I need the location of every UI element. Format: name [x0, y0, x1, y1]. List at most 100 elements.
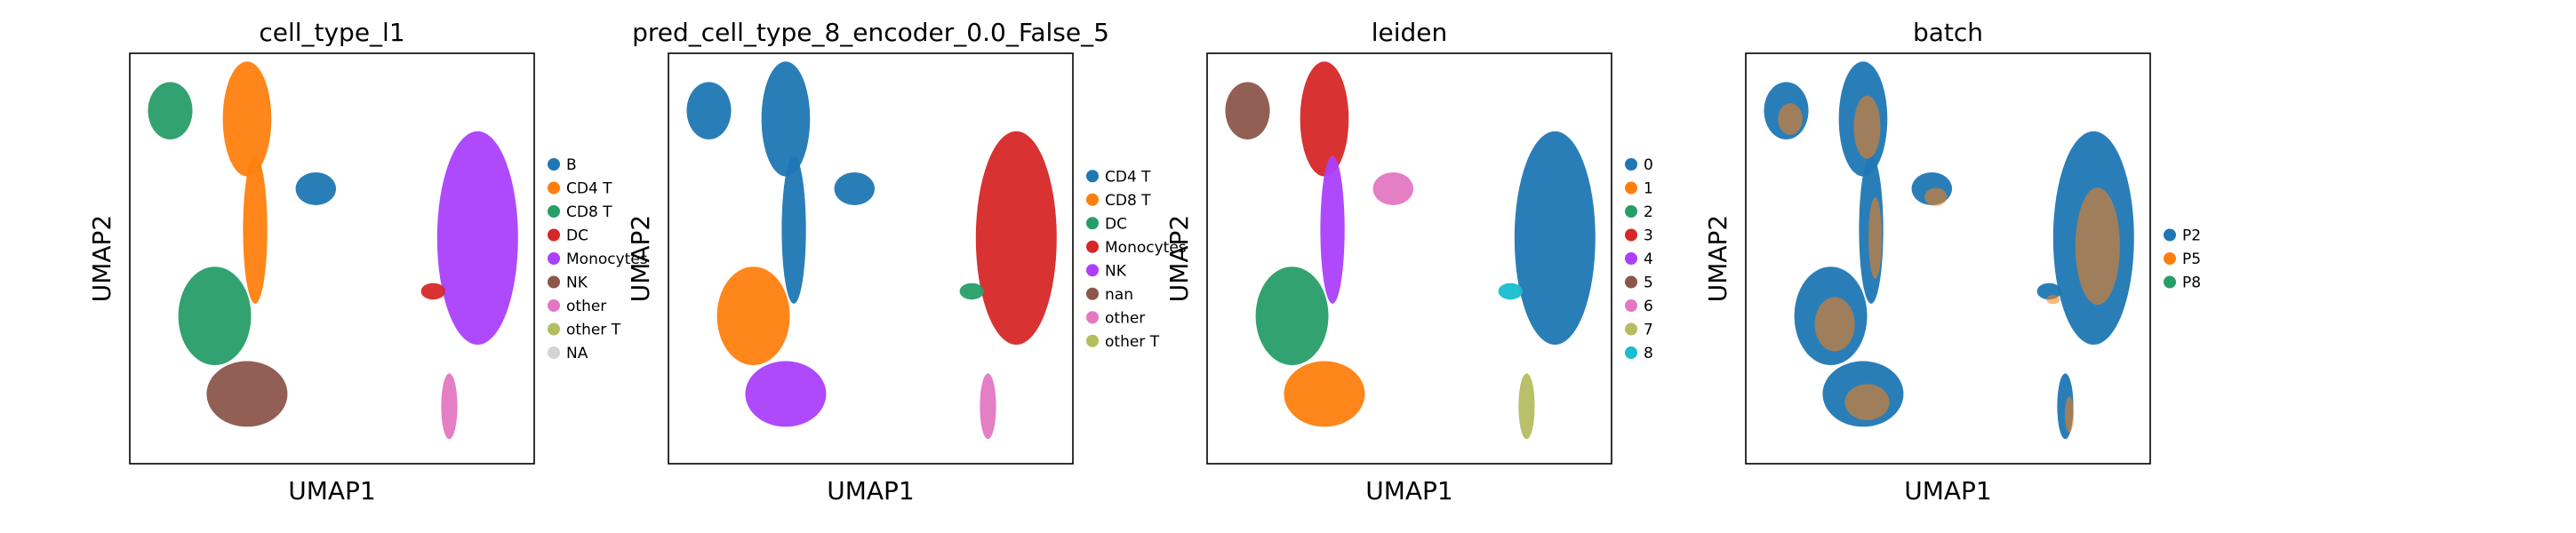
cluster-6 [1372, 171, 1414, 205]
cluster-6 [834, 171, 876, 205]
legend-label: NK [1105, 262, 1127, 280]
legend: P2 P5 P8 [2164, 227, 2201, 292]
x-axis-label: UMAP1 [1904, 476, 1992, 505]
legend-label: other [566, 298, 606, 315]
legend-label: CD4 T [566, 180, 612, 198]
cluster-2 [761, 61, 811, 177]
point-cloud [686, 61, 1057, 440]
legend-marker [548, 228, 560, 242]
legend-marker [1625, 346, 1637, 359]
legend-label: P5 [2182, 251, 2201, 268]
legend-marker [548, 158, 560, 171]
plot-frame [1206, 52, 1612, 465]
legend-marker [1086, 311, 1099, 324]
chart-title: batch [1913, 18, 1983, 47]
cluster-8 [1498, 282, 1523, 300]
legend-marker [548, 322, 560, 336]
legend-marker [1625, 275, 1637, 289]
legend-marker [1625, 158, 1637, 171]
cluster-overlay-8 [2046, 295, 2060, 305]
legend-label: 4 [1644, 251, 1653, 268]
cluster-overlay-7 [2075, 187, 2120, 306]
legend-marker [548, 275, 560, 289]
point-cloud [148, 61, 518, 440]
cluster-overlay-1 [1778, 103, 1803, 135]
cluster-4 [716, 266, 790, 366]
legend-label: 2 [1644, 203, 1653, 221]
umap-panel-3: leiden UMAP1 UMAP2 0 1 2 3 4 5 6 7 8 [1164, 18, 1653, 505]
y-axis-label: UMAP2 [1703, 215, 1732, 303]
legend: 0 1 2 3 4 5 6 7 8 [1625, 156, 1653, 362]
cluster-5 [206, 361, 288, 427]
cluster-overlay-2 [1853, 95, 1881, 159]
cluster-1 [686, 82, 732, 140]
legend-label: 1 [1644, 180, 1653, 198]
legend-marker [1625, 322, 1637, 336]
legend-label: 7 [1644, 322, 1653, 339]
cluster-9 [441, 373, 458, 440]
legend: CD4 T CD8 T DC Monocytes NK nan other other T [1086, 168, 1187, 351]
point-cloud [1225, 61, 1596, 440]
chart-title: leiden [1372, 18, 1448, 47]
legend-label: DC [1105, 215, 1127, 233]
umap-panel-2: pred_cell_type_8_encoder_0.0_False_5 UMAP… [626, 18, 1187, 505]
legend-label: Monocytes [566, 251, 648, 268]
umap-panel-4: batch UMAP1 UMAP2 P2 P5 P8 [1703, 18, 2201, 505]
legend-marker [1625, 205, 1637, 218]
y-axis-label: UMAP2 [1164, 215, 1194, 303]
legend-label: CD8 T [1105, 192, 1151, 210]
y-axis-label: UMAP2 [626, 215, 655, 303]
cluster-5 [745, 361, 827, 427]
legend-marker [548, 181, 560, 195]
legend-marker [2164, 252, 2176, 265]
legend-label: NK [566, 274, 588, 292]
legend-label: B [566, 156, 577, 174]
plot-frame [668, 52, 1074, 465]
cluster-8 [420, 282, 445, 300]
legend-marker [1625, 228, 1637, 242]
legend-marker [548, 299, 560, 312]
legend-marker [1086, 217, 1099, 230]
cluster-4 [1255, 266, 1329, 366]
legend-label: P2 [2182, 227, 2201, 245]
umap-panel-1: cell_type_l1 UMAP1 UMAP2 B CD4 T CD8 T DC Monoc… [87, 18, 648, 505]
legend-marker [1086, 264, 1099, 277]
cluster-2 [222, 61, 272, 177]
legend-marker [1086, 170, 1099, 183]
cluster-7 [1514, 131, 1596, 346]
legend-label: 6 [1644, 298, 1653, 315]
legend-marker [548, 252, 560, 265]
legend-label: 5 [1644, 274, 1653, 292]
chart-title: pred_cell_type_8_encoder_0.0_False_5 [632, 18, 1109, 47]
chart-title: cell_type_l1 [259, 18, 404, 47]
legend-label: 0 [1644, 156, 1653, 174]
cluster-9 [1518, 373, 1535, 440]
point-cloud [1764, 61, 2134, 440]
legend-label: Monocytes [1105, 239, 1187, 257]
cluster-4 [178, 266, 252, 366]
legend: B CD4 T CD8 T DC Monocytes NK other other T NA [548, 156, 648, 362]
cluster-9 [980, 373, 996, 440]
legend-label: 3 [1644, 227, 1653, 245]
cluster-overlay-3 [1868, 197, 1883, 279]
cluster-7 [436, 131, 518, 346]
cluster-5 [1284, 361, 1365, 427]
x-axis-label: UMAP1 [1365, 476, 1453, 505]
legend-marker [548, 205, 560, 218]
cluster-3 [1320, 155, 1345, 304]
legend-label: CD8 T [566, 203, 612, 221]
legend-label: NA [566, 345, 588, 362]
cluster-3 [243, 155, 268, 304]
legend-marker [548, 346, 560, 359]
y-axis-label: UMAP2 [87, 215, 116, 303]
legend-label: other [1105, 309, 1145, 327]
cluster-overlay-6 [1924, 187, 1948, 206]
legend-label: CD4 T [1105, 168, 1151, 186]
legend-label: 8 [1644, 345, 1653, 362]
legend-marker [1625, 181, 1637, 195]
x-axis-label: UMAP1 [288, 476, 376, 505]
legend-marker [1086, 287, 1099, 300]
cluster-2 [1300, 61, 1349, 177]
cluster-6 [295, 171, 337, 205]
